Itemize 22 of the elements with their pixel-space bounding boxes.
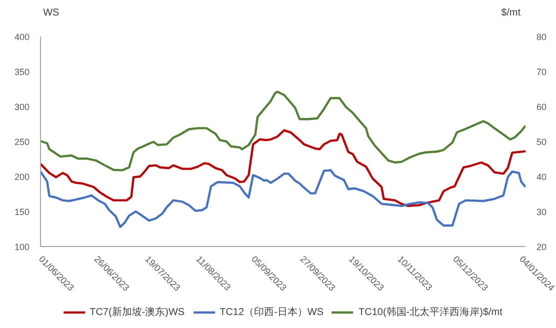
y2-tick-label: 80 bbox=[536, 32, 547, 42]
y2-tick-label: 50 bbox=[536, 137, 547, 147]
y2-tick-label: 30 bbox=[536, 207, 547, 217]
line-series bbox=[40, 90, 526, 172]
y-tick-label: 400 bbox=[14, 32, 30, 42]
y2-tick-label: 70 bbox=[536, 67, 547, 77]
line-series bbox=[40, 129, 526, 207]
legend-label: TC10(韩国-北太平洋西海岸)$/mt bbox=[358, 306, 502, 319]
y-tick-label: 150 bbox=[14, 207, 30, 217]
y-tick-label: 100 bbox=[14, 242, 30, 252]
y-tick-label: 200 bbox=[14, 172, 30, 182]
y-axis-title: WS bbox=[43, 8, 60, 18]
line-series bbox=[40, 169, 526, 228]
y2-tick-label: 20 bbox=[536, 242, 547, 252]
y2-tick-label: 60 bbox=[536, 102, 547, 112]
y2-tick-label: 40 bbox=[536, 172, 547, 182]
y2-axis-title: $/mt bbox=[501, 8, 521, 18]
y-tick-label: 350 bbox=[14, 67, 30, 77]
legend-label: TC12（印西-日本）WS bbox=[220, 306, 324, 319]
y-tick-label: 300 bbox=[14, 102, 30, 112]
legend-label: TC7(新加坡-澳东)WS bbox=[90, 306, 185, 319]
y-tick-label: 250 bbox=[14, 137, 30, 147]
